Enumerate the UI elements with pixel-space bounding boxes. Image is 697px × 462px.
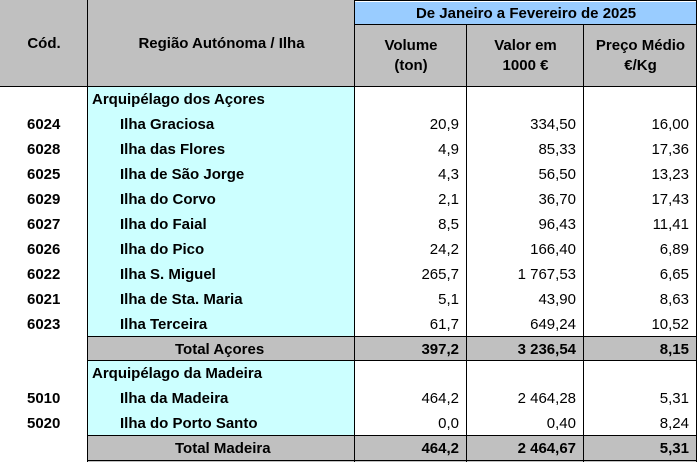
madeira-region-fill (88, 361, 355, 436)
row-value: 0,40 (546, 415, 576, 432)
row-island: Ilha de Sta. Maria (120, 291, 243, 308)
total-label-madeira: Total Madeira (175, 440, 271, 457)
row-price: 8,63 (659, 291, 689, 308)
row-price: 6,65 (659, 266, 689, 283)
row-island: Ilha do Faial (120, 216, 207, 233)
row-value: 56,50 (538, 166, 576, 183)
row-volume: 8,5 (438, 216, 459, 233)
total-label-azores: Total Açores (175, 340, 265, 358)
row-value: 649,24 (530, 316, 576, 333)
row-price: 8,24 (659, 415, 689, 432)
row-value: 96,43 (538, 216, 576, 233)
volume-column-header: Volume (ton) (355, 24, 467, 87)
row-volume: 61,7 (429, 316, 459, 333)
row-value: 166,40 (530, 241, 576, 258)
row-island: Ilha Terceira (120, 316, 208, 333)
grid-line (87, 360, 697, 361)
row-volume: 464,2 (421, 390, 459, 407)
row-code: 6023 (27, 316, 61, 333)
row-island: Ilha Graciosa (120, 116, 215, 133)
row-value: 36,70 (538, 191, 576, 208)
total-value-azores: 3 236,54 (517, 340, 576, 358)
row-island: Ilha da Madeira (120, 390, 229, 407)
row-volume: 4,9 (438, 141, 459, 158)
row-island: Ilha do Pico (120, 241, 205, 258)
row-island: Ilha S. Miguel (120, 266, 216, 283)
row-volume: 24,2 (429, 241, 459, 258)
value-column-header: Valor em 1000 € (467, 24, 584, 87)
total-price-madeira: 5,31 (659, 440, 689, 457)
value-header-line1: Valor em (494, 36, 557, 54)
grid-line (354, 0, 355, 462)
row-price: 17,43 (651, 191, 689, 208)
row-price: 16,00 (651, 116, 689, 133)
row-code: 6024 (27, 116, 61, 133)
row-value: 43,90 (538, 291, 576, 308)
row-code: 6027 (27, 216, 61, 233)
row-value: 1 767,53 (517, 266, 576, 283)
row-price: 5,31 (659, 390, 689, 407)
azores-region-fill (88, 87, 355, 337)
total-volume-madeira: 464,2 (421, 440, 459, 457)
row-island: Ilha do Porto Santo (120, 415, 258, 432)
row-island: Ilha de São Jorge (120, 166, 245, 183)
price-column-header: Preço Médio €/Kg (584, 24, 697, 87)
total-volume-azores: 397,2 (421, 340, 459, 358)
row-volume: 5,1 (438, 291, 459, 308)
row-volume: 20,9 (429, 116, 459, 133)
period-header: De Janeiro a Fevereiro de 2025 (355, 2, 697, 24)
row-price: 10,52 (651, 316, 689, 333)
total-value-madeira: 2 464,67 (517, 440, 576, 457)
grid-line (0, 86, 697, 87)
row-code: 5020 (27, 415, 61, 432)
row-value: 334,50 (530, 116, 576, 133)
row-code: 6029 (27, 191, 61, 208)
grid-line (87, 336, 697, 337)
header-values-bg (355, 24, 697, 87)
grid-line (466, 24, 467, 462)
code-column-header: Cód. (27, 35, 61, 52)
value-header-line2: 1000 € (502, 56, 549, 74)
row-volume: 265,7 (421, 266, 459, 283)
grid-line (354, 24, 697, 25)
row-volume: 4,3 (438, 166, 459, 183)
row-code: 6028 (27, 141, 61, 158)
grid-line (87, 0, 88, 462)
row-value: 2 464,28 (517, 390, 576, 407)
grid-line (354, 0, 697, 1)
row-price: 6,89 (659, 241, 689, 258)
total-row-bg (88, 436, 697, 462)
volume-header-line2: (ton) (394, 56, 428, 74)
row-code: 5010 (27, 390, 61, 407)
grid-line (87, 460, 697, 461)
price-header-line2: €/Kg (624, 56, 657, 74)
row-volume: 2,1 (438, 191, 459, 208)
total-price-azores: 8,15 (659, 340, 689, 358)
row-island: Ilha das Flores (120, 141, 226, 158)
price-header-line1: Preço Médio (595, 36, 686, 54)
header-code-region-bg (0, 0, 355, 87)
grid-line (583, 24, 584, 462)
row-value: 85,33 (538, 141, 576, 158)
row-price: 11,41 (652, 216, 689, 233)
group-name-azores: Arquipélago dos Açores (92, 91, 265, 108)
row-island: Ilha do Corvo (120, 191, 216, 208)
row-code: 6021 (27, 291, 61, 308)
region-column-header: Região Autónoma / Ilha (138, 35, 305, 52)
row-volume: 0,0 (438, 415, 459, 432)
grid-line (87, 435, 697, 436)
row-price: 17,36 (651, 141, 689, 158)
group-name-madeira: Arquipélago da Madeira (92, 365, 263, 382)
row-code: 6025 (27, 166, 61, 183)
row-code: 6022 (27, 266, 61, 283)
volume-header-line1: Volume (384, 36, 438, 54)
row-price: 13,23 (651, 166, 689, 183)
total-row-bg (88, 337, 697, 361)
row-code: 6026 (27, 241, 61, 258)
